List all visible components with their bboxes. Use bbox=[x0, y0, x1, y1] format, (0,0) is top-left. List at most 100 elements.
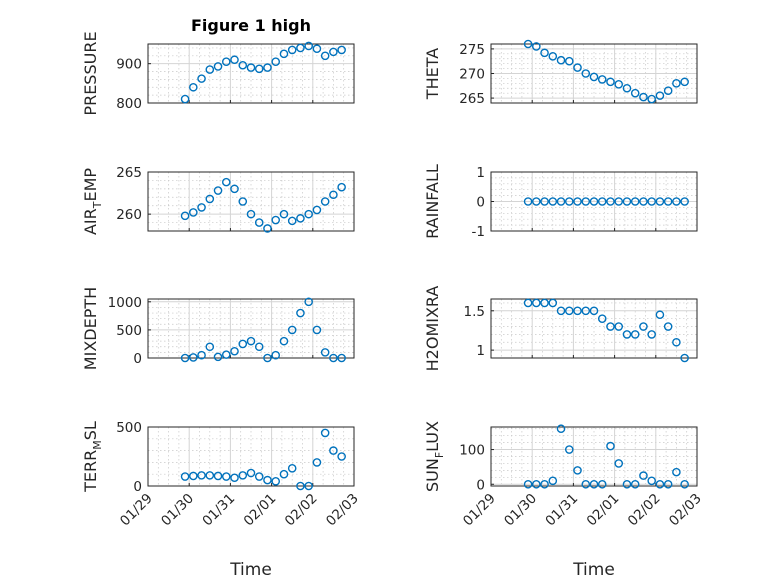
axes-box bbox=[147, 171, 355, 232]
data-point bbox=[329, 353, 338, 363]
data-point bbox=[230, 346, 239, 356]
data-point bbox=[263, 353, 272, 363]
subplot-8: 01/29 01/30 01/31 02/01 02/02 02/03 0 100 SUNFLU… bbox=[423, 421, 705, 529]
axes-box bbox=[147, 298, 355, 359]
data-point bbox=[180, 94, 190, 104]
data-point bbox=[663, 322, 673, 331]
x-tick-label: 02/01 bbox=[241, 491, 280, 530]
data-point bbox=[296, 214, 305, 223]
data-point bbox=[614, 80, 624, 89]
data-point bbox=[540, 48, 549, 58]
data-point bbox=[548, 298, 558, 308]
data-point bbox=[523, 39, 533, 49]
data-point bbox=[213, 62, 223, 71]
x-tick-label: 01/30 bbox=[158, 491, 197, 530]
y-tick-label: 100 bbox=[459, 443, 485, 459]
data-point bbox=[630, 197, 640, 206]
subplot-2: 265 270 275 THETA bbox=[423, 39, 698, 107]
subplot-3: 260 265 AIRTEMP bbox=[81, 165, 355, 235]
data-point bbox=[564, 445, 574, 454]
data-point bbox=[246, 63, 256, 72]
data-point bbox=[230, 473, 239, 483]
data-point bbox=[532, 197, 541, 206]
x-tick-label: 02/02 bbox=[282, 491, 321, 530]
y-axis-label: H2OMIXRA bbox=[423, 286, 442, 372]
y-tick-label: 500 bbox=[116, 323, 142, 339]
data-point bbox=[581, 69, 591, 78]
data-point bbox=[639, 92, 648, 102]
y-tick-label: 0 bbox=[476, 477, 485, 493]
data-point bbox=[581, 306, 591, 316]
x-tick-label: 02/03 bbox=[666, 491, 705, 530]
y-tick-label: 265 bbox=[459, 91, 485, 107]
x-tick-label: 01/31 bbox=[199, 491, 238, 530]
data-point bbox=[606, 77, 615, 87]
data-point bbox=[630, 330, 640, 339]
data-point bbox=[312, 325, 322, 335]
y-tick-label: 500 bbox=[116, 420, 142, 436]
data-point bbox=[647, 476, 656, 486]
data-point bbox=[271, 476, 281, 486]
data-point bbox=[556, 55, 566, 65]
data-point bbox=[655, 479, 665, 489]
y-tick-label: 0 bbox=[133, 351, 142, 367]
y-axis-label: RAINFALL bbox=[423, 164, 442, 239]
data-point bbox=[205, 194, 215, 204]
data-point bbox=[197, 203, 206, 212]
data-point bbox=[312, 458, 322, 467]
data-point bbox=[287, 45, 297, 55]
data-point bbox=[304, 297, 313, 307]
data-point bbox=[614, 197, 624, 206]
data-point bbox=[573, 63, 582, 72]
data-point bbox=[213, 471, 223, 481]
data-point bbox=[197, 471, 206, 480]
data-point bbox=[581, 479, 591, 489]
y-tick-label: 1.5 bbox=[464, 304, 485, 320]
axes-box bbox=[147, 43, 355, 104]
subplot-7: 01/29 01/30 01/31 02/01 02/02 02/03 0 500 TERRMS… bbox=[81, 420, 362, 529]
data-point bbox=[180, 353, 190, 363]
data-point bbox=[597, 314, 607, 323]
data-point bbox=[221, 472, 231, 481]
data-point bbox=[221, 177, 231, 187]
data-point bbox=[622, 479, 632, 489]
data-point bbox=[655, 197, 665, 206]
data-point bbox=[189, 82, 198, 92]
data-point bbox=[238, 471, 248, 480]
data-point bbox=[639, 197, 648, 206]
x-tick-label: 02/02 bbox=[625, 491, 664, 530]
data-point bbox=[672, 197, 681, 206]
data-point bbox=[189, 471, 198, 481]
y-tick-label: 265 bbox=[116, 165, 142, 181]
subplot-5: 0 500 1000 MIXDEPTH bbox=[81, 287, 355, 370]
data-point bbox=[320, 348, 330, 357]
y-tick-label: 800 bbox=[116, 96, 142, 112]
data-point bbox=[672, 79, 681, 88]
data-point bbox=[320, 51, 330, 61]
data-point bbox=[639, 471, 648, 480]
data-point bbox=[189, 208, 198, 217]
x-axis-label-right: Time bbox=[572, 560, 615, 580]
subplot-grid: 800 900 PRESSURE 265 270 275 THETA 260 265 AIRTEM… bbox=[81, 31, 705, 529]
data-point bbox=[655, 91, 665, 100]
data-point bbox=[597, 479, 607, 489]
subplot-1: 800 900 PRESSURE bbox=[81, 31, 355, 116]
data-point bbox=[287, 463, 297, 473]
series-1 bbox=[180, 41, 346, 104]
data-point bbox=[271, 57, 281, 67]
y-axis-label: AIRTEMP bbox=[81, 168, 104, 235]
series-1 bbox=[523, 197, 689, 206]
data-point bbox=[238, 197, 248, 206]
series-1 bbox=[180, 177, 346, 233]
data-point bbox=[647, 330, 656, 339]
subplot-4: -1 0 1 RAINFALL bbox=[423, 164, 698, 240]
data-point bbox=[614, 322, 624, 331]
data-point bbox=[532, 479, 541, 489]
data-point bbox=[564, 306, 574, 316]
data-point bbox=[606, 441, 615, 451]
data-point bbox=[663, 86, 673, 96]
data-point bbox=[680, 479, 689, 489]
y-tick-label: 0 bbox=[476, 195, 485, 211]
data-point bbox=[647, 197, 656, 206]
subplot-6: 1 1.5 H2OMIXRA bbox=[423, 286, 698, 372]
